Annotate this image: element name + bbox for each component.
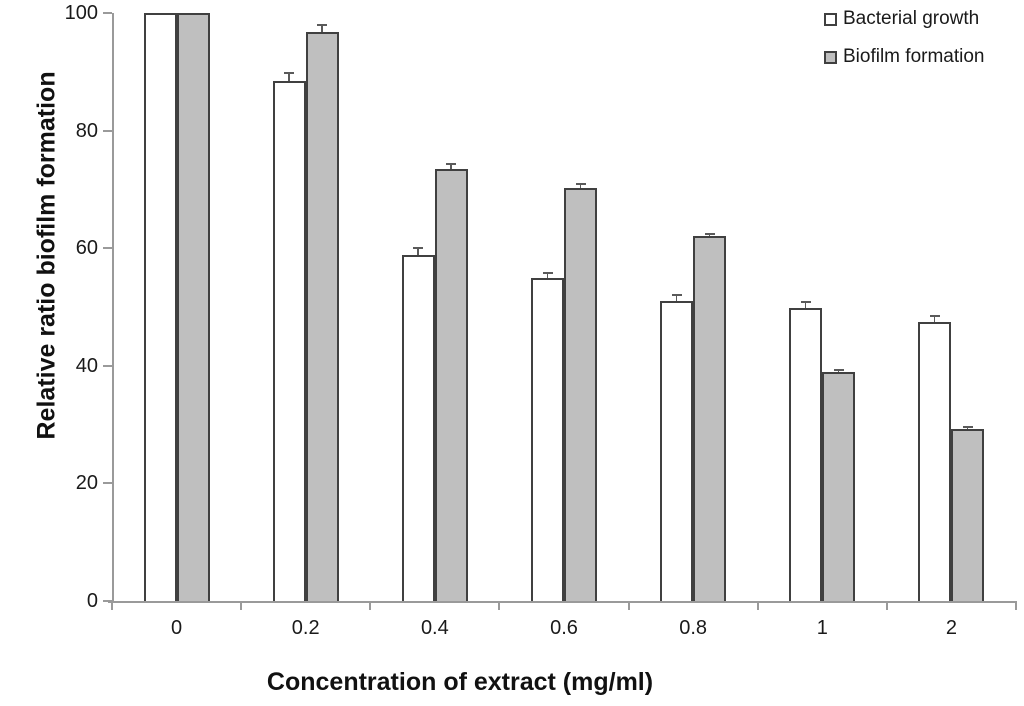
x-tick-label: 0.6 — [550, 617, 578, 639]
error-bar-cap — [446, 163, 457, 166]
error-bar — [417, 248, 419, 256]
error-bar-cap — [284, 71, 295, 74]
error-bar-cap — [671, 294, 682, 297]
error-bar — [546, 272, 548, 279]
legend-swatch-biofilm-formation — [824, 50, 837, 64]
x-tick-label: 2 — [945, 617, 957, 639]
y-tick-label: 0 — [86, 590, 98, 612]
legend-label: Biofilm formation — [843, 46, 985, 67]
error-bar — [933, 315, 936, 323]
x-tick-mark — [369, 601, 372, 610]
x-tick-mark — [498, 601, 501, 610]
bar — [272, 81, 306, 601]
x-tick-mark — [1015, 601, 1017, 610]
bar — [660, 301, 694, 601]
y-axis-title: Relative ratio biofilm formation — [32, 71, 61, 440]
error-bar — [288, 72, 290, 82]
bar — [305, 31, 339, 601]
y-axis-line — [112, 13, 114, 601]
bar — [176, 13, 210, 601]
bar — [143, 13, 177, 601]
error-bar — [579, 184, 581, 189]
error-bar — [837, 369, 840, 373]
x-axis-line — [108, 601, 1016, 603]
y-tick-mark — [103, 247, 112, 250]
error-bar-cap — [833, 368, 844, 371]
legend-label: Bacterial growth — [843, 8, 980, 29]
legend-swatch-bacterial-growth — [824, 12, 837, 26]
y-tick-label: 40 — [75, 354, 98, 377]
y-tick-label: 100 — [64, 2, 98, 24]
error-bar — [321, 24, 323, 32]
y-tick-mark — [103, 600, 112, 602]
legend-item-bacterial-growth: Bacterial growth — [824, 8, 985, 30]
y-tick-label: 80 — [75, 119, 98, 142]
error-bar-cap — [962, 425, 973, 428]
y-tick-mark — [103, 482, 112, 485]
x-tick-mark — [111, 601, 113, 610]
legend-item-biofilm-formation: Biofilm formation — [824, 46, 985, 68]
legend: Bacterial growth Biofilm formation — [824, 8, 985, 68]
x-tick-label: 0.2 — [291, 617, 320, 639]
error-bar — [804, 302, 807, 309]
x-tick-mark — [756, 601, 759, 610]
error-bar-cap — [413, 247, 424, 250]
error-bar-cap — [800, 301, 811, 304]
x-tick-label: 0.4 — [420, 617, 449, 639]
bar — [951, 428, 985, 601]
x-tick-label: 0.8 — [679, 617, 708, 639]
x-tick-mark — [885, 601, 888, 610]
error-bar-cap — [575, 183, 586, 186]
error-bar-cap — [542, 271, 553, 274]
error-bar-cap — [929, 314, 940, 317]
x-tick-mark — [627, 601, 630, 610]
error-bar — [450, 164, 452, 169]
bar — [564, 188, 597, 601]
bar — [531, 278, 564, 601]
y-tick-label: 60 — [75, 237, 98, 260]
y-tick-mark — [103, 129, 112, 132]
bar — [434, 168, 468, 601]
bar — [693, 235, 727, 601]
y-tick-label: 20 — [75, 472, 98, 495]
y-tick-mark — [103, 12, 112, 14]
x-axis-title: Concentration of extract (mg/ml) — [266, 668, 654, 696]
x-tick-mark — [240, 601, 243, 610]
bar — [918, 322, 952, 601]
error-bar-cap — [704, 232, 715, 235]
x-tick-label: 1 — [816, 617, 828, 639]
bar — [401, 255, 435, 601]
x-tick-label: 0 — [171, 617, 183, 639]
y-tick-mark — [103, 364, 112, 367]
error-bar — [708, 233, 711, 236]
error-bar-cap — [317, 23, 328, 26]
error-bar — [675, 295, 678, 302]
bar — [789, 308, 823, 601]
bar — [822, 372, 856, 601]
